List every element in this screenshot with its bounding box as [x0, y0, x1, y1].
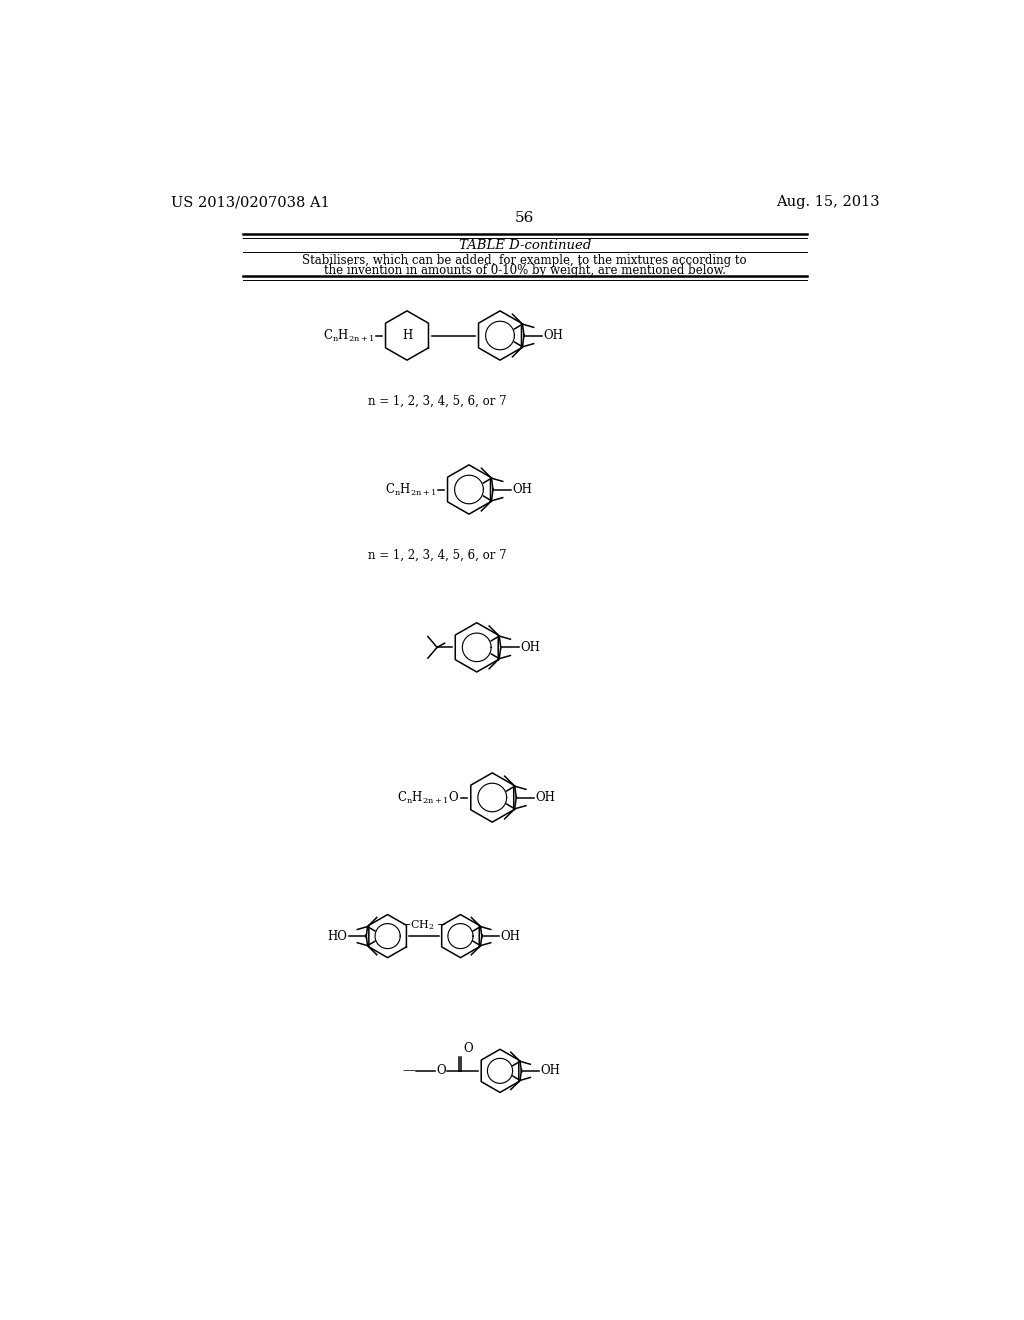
Text: n = 1, 2, 3, 4, 5, 6, or 7: n = 1, 2, 3, 4, 5, 6, or 7 — [369, 549, 507, 562]
Text: 56: 56 — [515, 211, 535, 224]
Text: —: — — [402, 1064, 415, 1077]
Text: US 2013/0207038 A1: US 2013/0207038 A1 — [171, 195, 330, 210]
Text: Stabilisers, which can be added, for example, to the mixtures according to: Stabilisers, which can be added, for exa… — [302, 253, 748, 267]
Text: $\mathregular{C_nH_{2n+1}}$: $\mathregular{C_nH_{2n+1}}$ — [323, 327, 375, 343]
Text: $\mathregular{C_nH_{2n+1}}$: $\mathregular{C_nH_{2n+1}}$ — [385, 482, 436, 498]
Text: OH: OH — [512, 483, 532, 496]
Text: OH: OH — [536, 791, 556, 804]
Text: OH: OH — [541, 1064, 560, 1077]
Text: $\mathregular{C_nH_{2n+1}O}$: $\mathregular{C_nH_{2n+1}O}$ — [397, 789, 460, 805]
Text: OH: OH — [544, 329, 563, 342]
Text: Aug. 15, 2013: Aug. 15, 2013 — [776, 195, 880, 210]
Text: O: O — [464, 1043, 473, 1056]
Text: H: H — [401, 329, 412, 342]
Text: TABLE D-continued: TABLE D-continued — [459, 239, 591, 252]
Text: the invention in amounts of 0-10% by weight, are mentioned below.: the invention in amounts of 0-10% by wei… — [324, 264, 726, 277]
Text: O: O — [436, 1064, 445, 1077]
Text: HO: HO — [328, 929, 347, 942]
Text: n = 1, 2, 3, 4, 5, 6, or 7: n = 1, 2, 3, 4, 5, 6, or 7 — [369, 395, 507, 408]
Text: $\mathregular{-CH_2-}$: $\mathregular{-CH_2-}$ — [401, 919, 446, 932]
Text: OH: OH — [501, 929, 520, 942]
Text: OH: OH — [520, 640, 540, 653]
